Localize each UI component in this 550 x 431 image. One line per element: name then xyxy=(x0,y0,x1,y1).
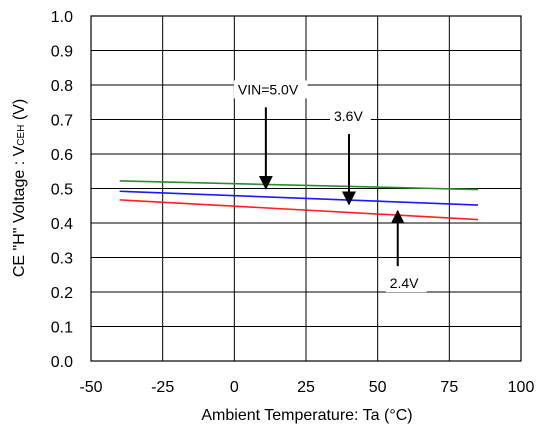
y-tick-label: 0.0 xyxy=(51,354,73,371)
annotation-layer: VIN=5.0V 3.6V 2.4V xyxy=(233,80,427,293)
annotation-label: 2.4V xyxy=(390,275,419,291)
y-axis-title: CE "H" Voltage : VCEH (V) xyxy=(11,99,28,277)
y-tick-label: 0.7 xyxy=(51,113,73,130)
series-line-1 xyxy=(119,180,479,191)
y-tick-label: 0.2 xyxy=(51,285,73,302)
x-tick-label: 25 xyxy=(297,379,315,396)
y-tick-label: 0.8 xyxy=(51,78,73,95)
x-tick-label: 100 xyxy=(508,379,535,396)
plot-border xyxy=(90,15,522,362)
y-tick-label: 0.3 xyxy=(51,251,73,268)
y-tick-labels: 0.0 0.1 0.2 0.3 0.4 0.5 0.6 0.7 0.8 0.9 1.0 xyxy=(51,9,73,371)
annotation-bg xyxy=(385,274,427,293)
x-axis-title: Ambient Temperature: Ta (°C) xyxy=(201,407,412,424)
annotation-label: VIN=5.0V xyxy=(238,81,299,97)
x-tick-label: -25 xyxy=(151,379,174,396)
x-tick-label: 0 xyxy=(230,379,239,396)
series-layer xyxy=(119,180,479,221)
x-tick-label: -50 xyxy=(79,379,102,396)
y-tick-label: 0.1 xyxy=(51,320,73,337)
series-line-3 xyxy=(119,199,479,221)
x-tick-label: 50 xyxy=(369,379,387,396)
y-tick-label: 0.5 xyxy=(51,182,73,199)
y-tick-label: 0.6 xyxy=(51,147,73,164)
annotation-label: 3.6V xyxy=(334,108,363,124)
y-tick-label: 0.4 xyxy=(51,216,73,233)
series-line-2 xyxy=(119,190,479,206)
annotation-bg xyxy=(233,80,308,99)
x-tick-label: 75 xyxy=(440,379,458,396)
annotation-bg xyxy=(330,107,371,126)
y-tick-label: 1.0 xyxy=(51,9,73,26)
x-tick-labels: -50 -25 0 25 50 75 100 xyxy=(79,379,534,396)
y-tick-label: 0.9 xyxy=(51,44,73,61)
